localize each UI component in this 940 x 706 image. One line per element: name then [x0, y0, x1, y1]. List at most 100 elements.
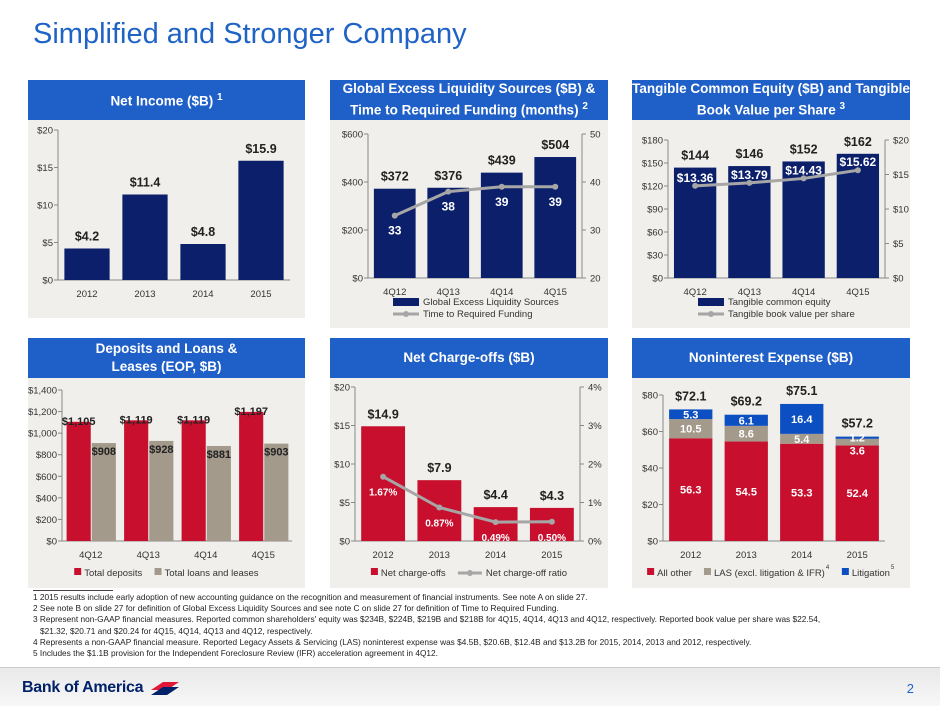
legend-item: Net charge-offs [370, 568, 446, 579]
y-tick-label: $5 [339, 498, 350, 509]
panel-header-net-income: Net Income ($B) 1 [28, 80, 305, 120]
x-tick-label: 2012 [680, 550, 701, 561]
x-tick-label: 4Q15 [544, 287, 567, 298]
line-point [380, 473, 387, 480]
line-point [854, 167, 861, 174]
legend-label: Total loans and leases [165, 568, 259, 579]
panel-title: Net Charge-offs ($B) [403, 350, 535, 365]
y-tick-label: $60 [642, 427, 658, 438]
panel-header-net-charge-offs: Net Charge-offs ($B) [330, 338, 608, 378]
x-tick-label: 2015 [541, 550, 562, 561]
y-tick-label: $180 [642, 136, 663, 147]
line-point [746, 179, 753, 186]
legend-label: Net charge-offs [381, 568, 446, 579]
bar-value-label: $14.9 [367, 407, 398, 421]
bar-value-label: $1,105 [62, 416, 96, 428]
x-tick-label: 4Q15 [252, 550, 275, 561]
y2-tick-label: $15 [893, 170, 909, 181]
panel-title: Noninterest Expense ($B) [688, 350, 854, 365]
bar [373, 188, 416, 278]
stack-segment [669, 419, 713, 439]
y-tick-label: $0 [42, 276, 53, 287]
bar-value-label: $1,119 [120, 414, 153, 426]
y-tick-label: $10 [334, 460, 350, 471]
x-tick-label: 4Q14 [792, 287, 815, 298]
y-tick-label: $90 [647, 205, 663, 216]
stack-segment [780, 443, 824, 541]
y-tick-label: $15 [37, 163, 53, 174]
segment-value-label: 8.6 [739, 429, 754, 441]
footnote-1: 1 2015 results include early adoption of… [33, 592, 588, 602]
y2-tick-label: 2% [588, 460, 602, 471]
panel-title: Deposits and Loans & Leases (EOP, $B) [95, 341, 238, 374]
line-point [548, 518, 555, 525]
x-tick-label: 2012 [76, 289, 97, 300]
line-value-label: $15.62 [840, 155, 877, 169]
stack-segment [780, 433, 824, 444]
stack-segment [835, 436, 879, 439]
y2-tick-label: 3% [588, 421, 602, 432]
bar-value-label: $928 [149, 444, 173, 456]
y2-tick-label: 20 [590, 274, 601, 285]
bar-value-label: $146 [735, 147, 763, 161]
legend-swatch [370, 568, 378, 575]
stack-segment [724, 425, 768, 442]
bar [239, 411, 264, 541]
bar-value-label: $4.3 [540, 489, 564, 503]
x-tick-label: 2013 [429, 550, 450, 561]
line-point [800, 175, 807, 182]
legend-label: Tangible book value per share [728, 309, 855, 320]
legend-footnote-ref: 4 [826, 565, 830, 571]
y-tick-label: $600 [36, 472, 57, 483]
line-point [492, 519, 499, 526]
line-series [394, 185, 556, 217]
brand-name: Bank of America [22, 679, 144, 696]
bar-value-label: $7.9 [427, 461, 451, 475]
line-value-label: 0.49% [481, 533, 509, 544]
legend-footnote-ref: 5 [891, 565, 895, 571]
panel-header-liquidity: Global Excess Liquidity Sources ($B) & T… [330, 80, 608, 120]
line-point [436, 504, 443, 511]
y-tick-label: $20 [642, 500, 658, 511]
segment-value-label: 16.4 [791, 414, 813, 426]
bar [480, 172, 523, 278]
footnote-ref: 1 [216, 92, 223, 104]
x-tick-label: 4Q15 [846, 287, 869, 298]
x-tick-label: 2014 [485, 550, 506, 561]
stack-segment [724, 441, 768, 541]
segment-value-label: 53.3 [791, 487, 812, 499]
line-value-label: 39 [495, 195, 509, 209]
line-value-label: $14.43 [785, 163, 822, 177]
bar [238, 160, 284, 280]
x-tick-label: 2013 [736, 550, 757, 561]
panel-title: Net Income ($B) [110, 93, 214, 109]
x-tick-label: 2015 [847, 550, 868, 561]
legend-swatch [841, 568, 849, 575]
x-tick-label: 2015 [250, 289, 271, 300]
y-tick-label: $80 [642, 391, 658, 402]
y-tick-label: $0 [46, 537, 57, 548]
bar [836, 153, 880, 278]
bar-value-label: $504 [541, 138, 569, 152]
y-tick-label: $20 [334, 383, 350, 394]
slide-title: Simplified and Stronger Company [33, 18, 467, 50]
line-value-label: 38 [442, 200, 456, 214]
y-tick-label: $0 [652, 274, 663, 285]
bar [534, 157, 577, 278]
legend-item: Total loans and leases [154, 568, 259, 579]
bar-value-label: $1,197 [234, 406, 268, 418]
panel-title: Tangible Common Equity ($B) and Tangible… [632, 81, 910, 118]
bar-value-label: $4.4 [483, 488, 507, 502]
x-tick-label: 4Q14 [194, 550, 217, 561]
x-tick-label: 2013 [134, 289, 155, 300]
x-tick-label: 4Q13 [137, 550, 160, 561]
bar-value-label: $376 [434, 169, 462, 183]
y-tick-label: $1,400 [28, 386, 57, 397]
stack-segment [780, 403, 824, 434]
stack-segment [724, 414, 768, 426]
y-tick-label: $20 [37, 126, 53, 137]
y2-tick-label: $20 [893, 136, 909, 147]
y2-tick-label: 50 [590, 130, 601, 141]
total-value-label: $57.2 [842, 417, 873, 431]
